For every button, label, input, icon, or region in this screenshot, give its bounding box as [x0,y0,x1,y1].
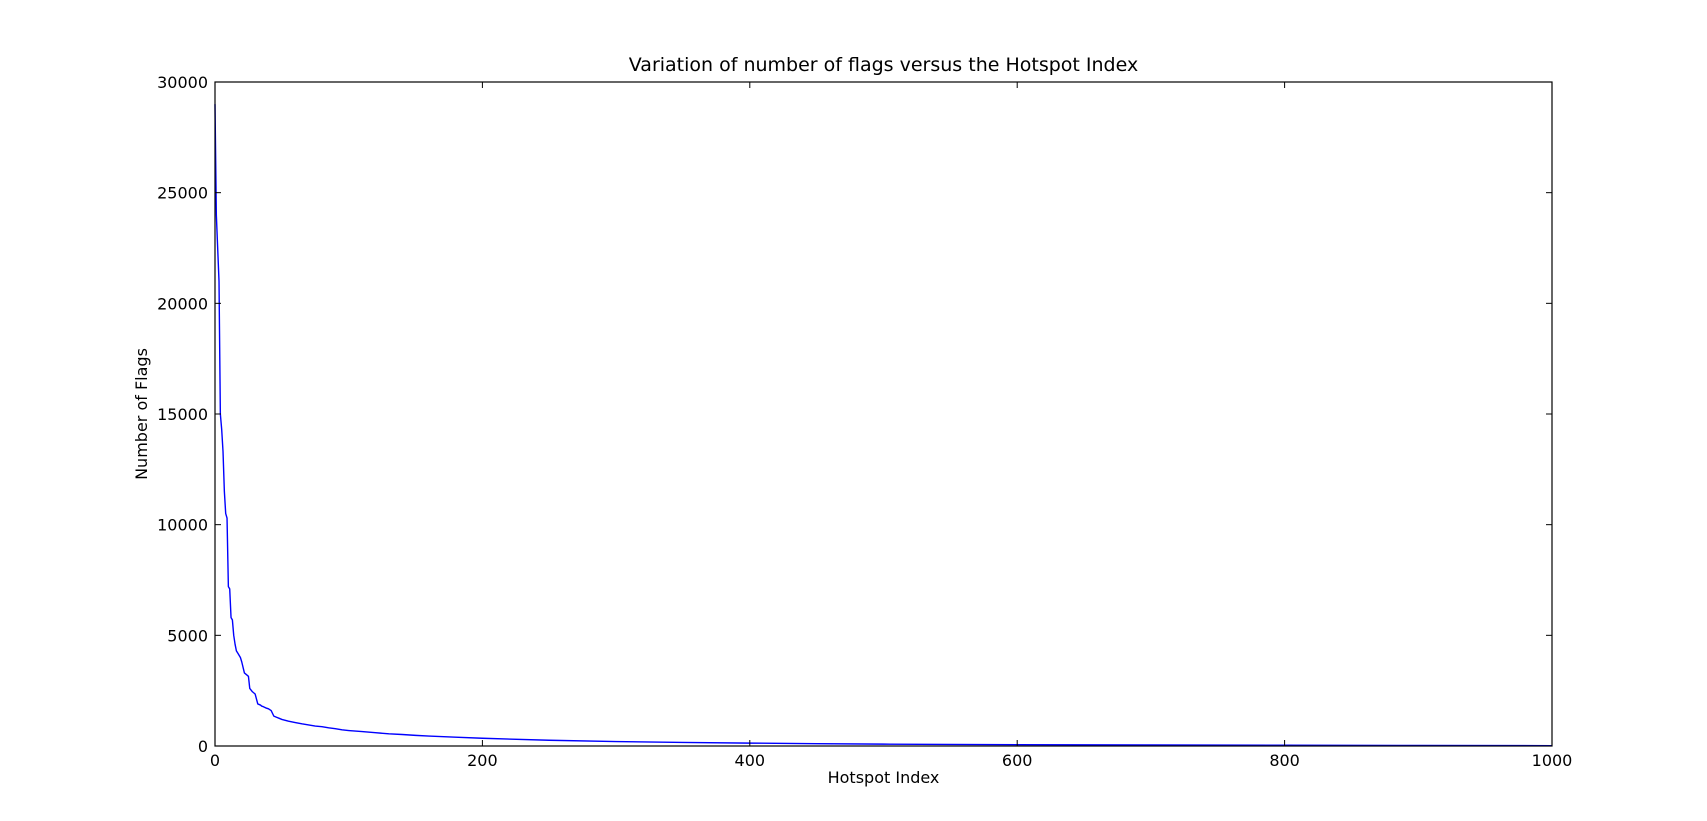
y-axis-label: Number of Flags [132,348,151,480]
x-tick-label: 600 [1002,751,1033,770]
x-tick-label: 400 [735,751,766,770]
y-axis: 0 5000 10000 15000 20000 25000 30000 [157,73,1552,756]
x-axis-label: Hotspot Index [828,768,940,787]
chart-title: Variation of number of flags versus the … [629,54,1138,76]
y-tick-label: 20000 [157,294,208,313]
x-tick-label: 0 [210,751,220,770]
x-tick-label: 200 [467,751,498,770]
x-tick-label: 1000 [1532,751,1573,770]
y-tick-label: 25000 [157,184,208,203]
y-tick-label: 30000 [157,73,208,92]
y-tick-label: 5000 [167,626,208,645]
series-line-0 [214,104,1553,747]
x-axis: 0 200 400 600 800 1000 [210,82,1572,770]
y-tick-label: 0 [198,737,208,756]
x-tick-label: 800 [1269,751,1300,770]
y-tick-label: 15000 [157,405,208,424]
plot-frame [214,81,1553,747]
y-tick-label: 10000 [157,516,208,535]
